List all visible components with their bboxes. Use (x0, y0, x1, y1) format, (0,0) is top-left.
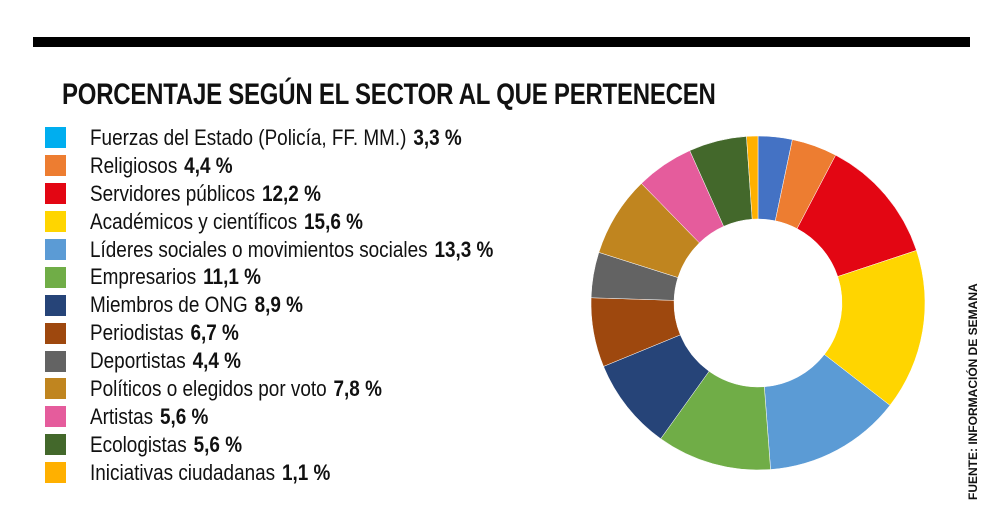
legend-label: Religiosos (90, 152, 178, 178)
legend-item: Periodistas 6,7 % (45, 319, 559, 347)
legend-value: 4,4 % (192, 348, 241, 374)
legend-swatch (45, 155, 66, 177)
legend-item: Ecologistas 5,6 % (45, 431, 559, 459)
legend-text: Iniciativas ciudadanas 1,1 % (90, 460, 330, 486)
legend-label: Empresarios (90, 264, 197, 290)
legend-swatch (45, 127, 66, 149)
source-note: FUENTE: INFORMACIÓN DE SEMANA (966, 283, 980, 500)
legend-text: Miembros de ONG 8,9 % (90, 292, 303, 318)
legend-text: Líderes sociales o movimientos sociales 1… (90, 237, 493, 263)
legend-value: 6,7 % (190, 320, 239, 346)
legend-text: Artistas 5,6 % (90, 404, 208, 430)
legend-value: 5,6 % (193, 431, 243, 457)
legend-label: Periodistas (90, 320, 184, 346)
legend-value: 3,3 % (413, 124, 462, 150)
chart-title: PORCENTAJE SEGÚN EL SECTOR AL QUE PERTEN… (62, 78, 716, 111)
legend-swatch (45, 350, 66, 372)
legend-text: Empresarios 11,1 % (90, 264, 261, 290)
legend-label: Políticos o elegidos por voto (90, 375, 327, 401)
legend-text: Ecologistas 5,6 % (90, 432, 242, 458)
legend-swatch (45, 266, 66, 288)
legend-value: 1,1 % (281, 459, 331, 485)
legend-item: Académicos y científicos 15,6 % (45, 208, 559, 236)
legend-item: Religiosos 4,4 % (45, 152, 559, 180)
legend-swatch (45, 322, 66, 344)
legend-label: Miembros de ONG (90, 292, 248, 318)
legend-item: Servidores públicos 12,2 % (45, 180, 559, 208)
legend-label: Servidores públicos (90, 180, 256, 206)
legend-swatch (45, 378, 66, 400)
legend-label: Académicos y científicos (90, 208, 298, 234)
legend: Fuerzas del Estado (Policía, FF. MM.) 3,3… (45, 124, 559, 487)
legend-label: Deportistas (90, 348, 186, 374)
legend-item: Iniciativas ciudadanas 1,1 % (45, 459, 559, 487)
donut-slice (746, 135, 759, 220)
legend-text: Periodistas 6,7 % (90, 320, 239, 346)
legend-text: Políticos o elegidos por voto 7,8 % (90, 376, 382, 402)
legend-value: 8,9 % (254, 292, 303, 318)
legend-text: Religiosos 4,4 % (90, 153, 233, 179)
legend-value: 4,4 % (184, 152, 233, 178)
legend-label: Artistas (90, 403, 154, 429)
legend-label: Líderes sociales o movimientos sociales (90, 236, 428, 262)
legend-value: 5,6 % (159, 403, 209, 429)
legend-item: Miembros de ONG 8,9 % (45, 291, 559, 319)
legend-item: Empresarios 11,1 % (45, 263, 559, 291)
legend-value: 11,1 % (203, 264, 261, 290)
donut-slice (824, 250, 926, 406)
legend-swatch (45, 406, 66, 428)
legend-swatch (45, 434, 66, 456)
legend-item: Líderes sociales o movimientos sociales 1… (45, 236, 559, 264)
legend-text: Servidores públicos 12,2 % (90, 181, 321, 207)
legend-text: Deportistas 4,4 % (90, 348, 241, 374)
legend-swatch (45, 239, 66, 260)
legend-label: Ecologistas (90, 431, 187, 457)
legend-item: Artistas 5,6 % (45, 403, 559, 431)
legend-text: Académicos y científicos 15,6 % (90, 209, 363, 235)
legend-label: Fuerzas del Estado (Policía, FF. MM.) (90, 124, 407, 150)
legend-value: 7,8 % (333, 375, 382, 401)
legend-value: 13,3 % (434, 236, 494, 262)
legend-swatch (45, 183, 66, 205)
legend-text: Fuerzas del Estado (Policía, FF. MM.) 3,3… (90, 125, 462, 151)
legend-item: Políticos o elegidos por voto 7,8 % (45, 375, 559, 403)
legend-swatch (45, 462, 66, 484)
legend-value: 15,6 % (304, 208, 363, 234)
legend-swatch (45, 294, 66, 316)
legend-swatch (45, 211, 66, 233)
legend-item: Deportistas 4,4 % (45, 347, 559, 375)
legend-item: Fuerzas del Estado (Policía, FF. MM.) 3,3… (45, 124, 559, 152)
legend-label: Iniciativas ciudadanas (90, 459, 276, 485)
legend-value: 12,2 % (261, 180, 321, 206)
top-rule (33, 37, 970, 47)
